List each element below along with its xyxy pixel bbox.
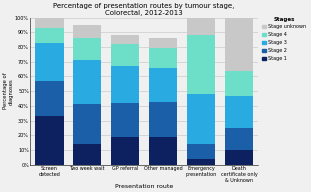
- Bar: [187, 35, 215, 94]
- Bar: [111, 66, 139, 103]
- Bar: [149, 137, 177, 165]
- Bar: [187, 144, 215, 159]
- Title: Percentage of presentation routes by tumour stage,
Colorectal, 2012-2013: Percentage of presentation routes by tum…: [53, 3, 235, 16]
- Bar: [225, 17, 253, 71]
- Bar: [111, 44, 139, 66]
- Bar: [187, 17, 215, 35]
- X-axis label: Presentation route: Presentation route: [115, 184, 173, 189]
- Bar: [149, 102, 177, 137]
- Bar: [111, 103, 139, 137]
- Bar: [35, 17, 63, 28]
- Bar: [111, 137, 139, 165]
- Bar: [225, 71, 253, 96]
- Bar: [149, 49, 177, 68]
- Bar: [73, 25, 101, 38]
- Bar: [225, 150, 253, 165]
- Bar: [149, 38, 177, 49]
- Bar: [187, 159, 215, 165]
- Bar: [35, 28, 63, 43]
- Bar: [187, 94, 215, 144]
- Bar: [111, 35, 139, 44]
- Legend: Stage unknown, Stage 4, Stage 3, Stage 2, Stage 1: Stage unknown, Stage 4, Stage 3, Stage 2…: [260, 15, 308, 63]
- Bar: [149, 68, 177, 102]
- Bar: [225, 128, 253, 150]
- Bar: [225, 96, 253, 128]
- Bar: [35, 116, 63, 165]
- Bar: [35, 81, 63, 116]
- Bar: [73, 144, 101, 165]
- Y-axis label: Percentage of
diagnoses: Percentage of diagnoses: [3, 73, 14, 109]
- Bar: [73, 38, 101, 60]
- Bar: [35, 43, 63, 81]
- Bar: [73, 60, 101, 104]
- Bar: [73, 104, 101, 144]
